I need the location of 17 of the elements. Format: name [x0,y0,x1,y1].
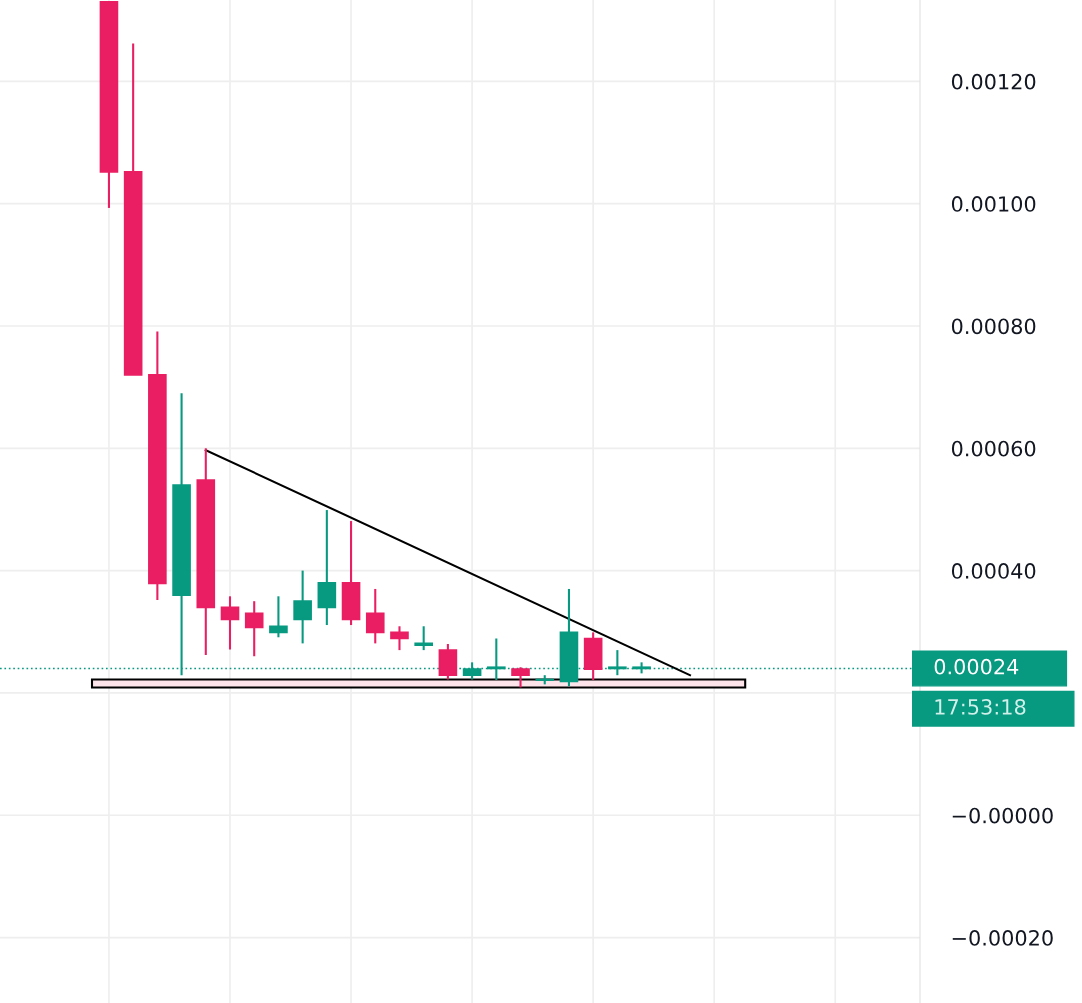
y-tick-label: −0.00000 [952,807,1053,824]
y-tick-label: 0.00120 [951,73,1036,90]
y-tick-label: 0.00080 [951,318,1036,335]
y-tick-label: 0.00100 [951,196,1036,212]
candlestick [511,666,530,689]
candlestick [293,569,312,645]
candlestick [244,600,264,658]
y-tick-label: −0.00020 [952,930,1053,946]
candlestick [269,595,288,639]
candlestick [365,587,385,645]
text: 17:53:18 [935,699,1026,715]
y-tick-label: 0.00060 [951,440,1036,457]
candlestick [390,625,409,652]
ref-line-label: 0.00024 [934,658,1019,675]
candlestick [414,625,433,652]
candlestick [220,595,240,651]
y-tick-label: 0.00040 [951,563,1036,579]
